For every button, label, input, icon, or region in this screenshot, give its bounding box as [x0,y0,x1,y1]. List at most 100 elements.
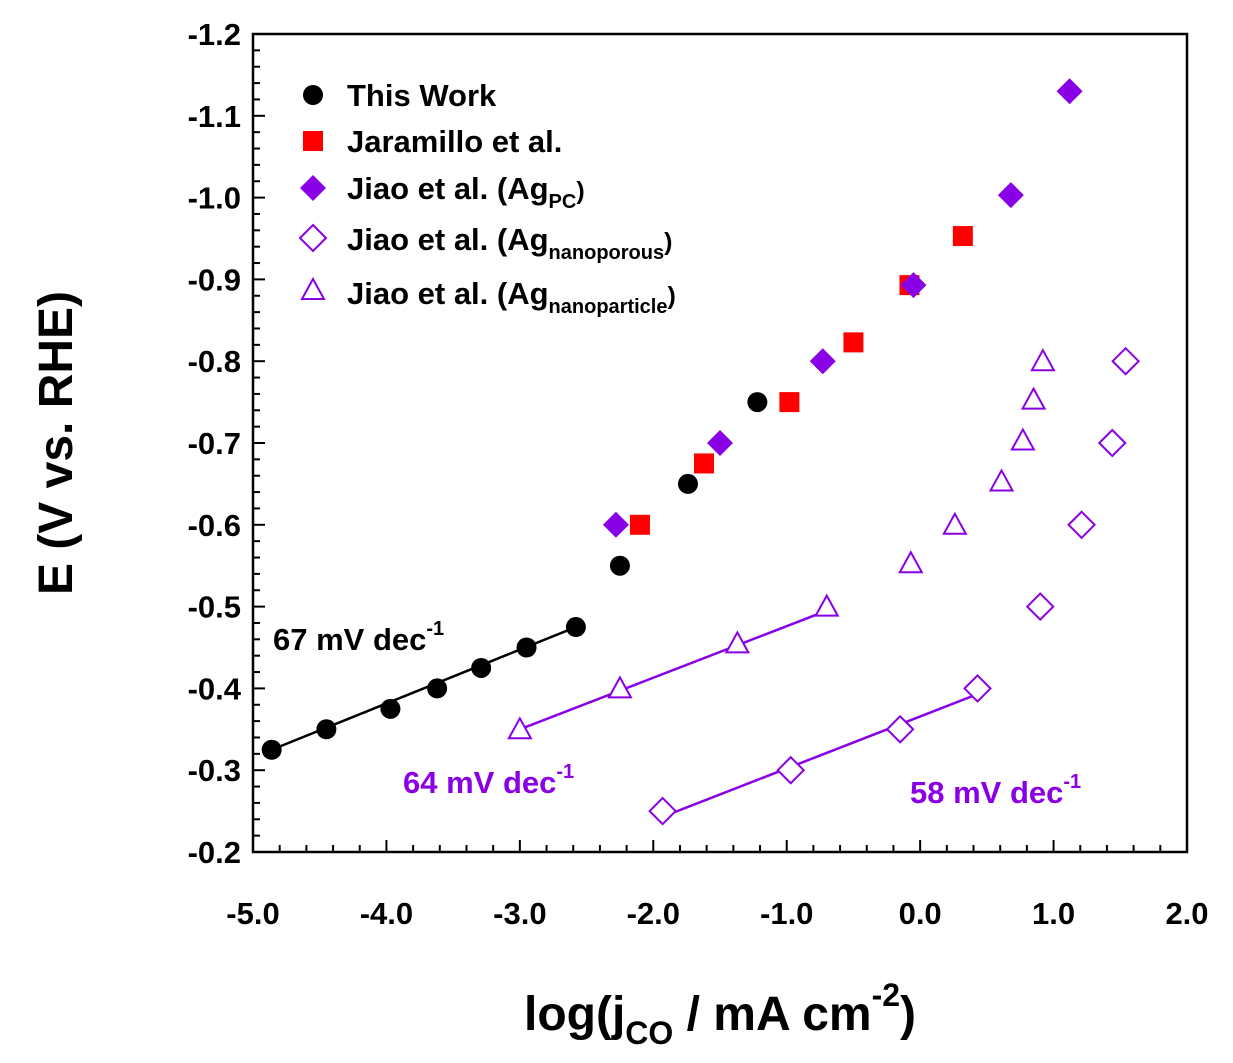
legend-marker-series-0 [303,85,323,105]
x-tick-label: 2.0 [1165,896,1208,931]
data-point-series-3 [1067,510,1097,540]
data-point-series-4 [507,716,533,740]
data-point-series-4 [942,511,968,535]
data-point-series-3 [776,755,806,785]
y-axis-tick-labels: -0.2 -0.3 -0.4 -0.5 -0.6 -0.7 -0.8 -0.9 -1.0 -1.1… [188,17,242,870]
y-tick-label: -0.6 [188,508,241,543]
y-tick-label: -1.2 [188,17,241,52]
x-tick-label: -1.0 [760,896,813,931]
fit-line-1 [519,609,828,731]
x-tick-label: -3.0 [493,896,546,931]
data-point-series-4 [898,550,924,574]
x-tick-label: -2.0 [627,896,680,931]
data-point-series-0 [516,637,537,658]
data-markers [261,78,1141,826]
y-tick-label: -1.0 [188,181,241,216]
data-point-series-3 [885,714,915,744]
data-point-series-4 [1020,386,1047,410]
data-point-series-1 [693,453,714,474]
data-point-series-4 [1030,348,1056,372]
legend-jiao-np-end: ) [664,228,672,256]
data-point-series-0 [747,392,768,413]
data-point-series-1 [779,392,800,413]
y-tick-label: -0.4 [188,671,242,706]
data-point-series-3 [1025,592,1055,622]
legend-marker-series-1 [303,131,323,151]
annotation-67-sup: -1 [426,618,444,640]
data-point-series-1 [629,514,650,535]
legend-marker-series-3 [298,223,328,253]
x-title-sub: CO [625,1015,673,1051]
data-point-series-0 [565,617,586,638]
legend-jiao-npt-main: Jiao et al. (Ag [347,276,549,311]
data-point-series-0 [261,739,282,760]
x-title-end: ) [900,988,916,1041]
legend-marker-series-4 [300,276,326,300]
y-axis-title: E (V vs. RHE) [30,291,83,595]
data-point-series-0 [316,719,337,740]
x-title-sup: -2 [872,977,900,1013]
data-point-series-3 [1111,346,1141,376]
x-title-main: log(j [524,988,625,1041]
legend: This Work Jaramillo et al. Jiao et al. (… [298,78,676,318]
data-point-series-1 [843,332,864,353]
annotation-58-sup: -1 [1063,771,1081,793]
data-point-series-4 [988,468,1015,492]
data-point-series-3 [648,796,678,826]
data-point-series-2 [707,430,733,456]
y-tick-label: -0.5 [188,590,241,625]
legend-marker-series-2 [300,175,326,201]
annotation-58: 58 mV dec-1 [910,771,1081,810]
data-point-series-4 [724,630,751,654]
data-point-series-1 [952,226,973,247]
legend-markers [298,85,328,300]
data-point-series-2 [809,348,836,375]
data-point-series-0 [677,473,698,494]
annotation-67-text: 67 mV dec [273,622,426,657]
x-tick-label: -4.0 [360,896,413,931]
data-point-series-4 [1010,427,1036,451]
data-point-series-0 [380,698,401,719]
annotation-58-text: 58 mV dec [910,775,1063,810]
data-point-series-2 [1056,78,1083,105]
data-point-series-2 [997,182,1024,209]
data-point-series-0 [427,678,448,699]
data-point-series-0 [609,555,630,576]
annotation-64-sup: -1 [556,761,574,783]
fit-line-2 [662,692,978,818]
data-point-series-2 [900,272,927,299]
data-point-series-4 [607,675,633,699]
y-tick-label: -0.8 [188,344,241,379]
x-tick-label: -5.0 [226,896,279,931]
data-point-series-3 [963,673,992,703]
legend-label-jaramillo: Jaramillo et al. [347,124,562,159]
legend-jiao-npt-sub: nanoparticle [549,296,668,318]
y-tick-label: -0.7 [188,426,241,461]
x-axis-ticks [252,840,1188,852]
legend-label-jiao-nanoporous: Jiao et al. (Agnanoporous) [347,222,672,264]
legend-jiao-np-sub: nanoporous [549,242,665,264]
x-tick-label: 0.0 [899,896,942,931]
x-axis-title: log(jCO / mA cm-2) [524,977,916,1051]
y-tick-label: -0.9 [188,262,241,297]
y-tick-label: -0.3 [188,753,241,788]
y-tick-label: -0.2 [188,835,241,870]
legend-jiao-pc-end: ) [576,177,584,205]
x-axis-tick-labels: -5.0 -4.0 -3.0 -2.0 -1.0 0.0 1.0 2.0 [226,896,1208,931]
legend-label-jiao-nanoparticle: Jiao et al. (Agnanoparticle) [347,276,676,318]
data-point-series-0 [471,657,492,678]
legend-jiao-pc-main: Jiao et al. (Ag [347,171,549,206]
x-tick-label: 1.0 [1032,896,1075,931]
legend-jiao-pc-sub: PC [549,191,577,213]
legend-jiao-npt-end: ) [667,282,675,310]
data-point-series-2 [602,511,629,538]
y-tick-label: -1.1 [188,99,241,134]
data-point-series-3 [1097,428,1127,458]
annotation-64-text: 64 mV dec [403,765,556,800]
y-axis-ticks [253,33,265,853]
annotation-64: 64 mV dec-1 [403,761,574,800]
annotation-67: 67 mV dec-1 [273,618,444,657]
legend-label-this-work: This Work [347,78,497,113]
data-point-series-4 [814,593,840,617]
